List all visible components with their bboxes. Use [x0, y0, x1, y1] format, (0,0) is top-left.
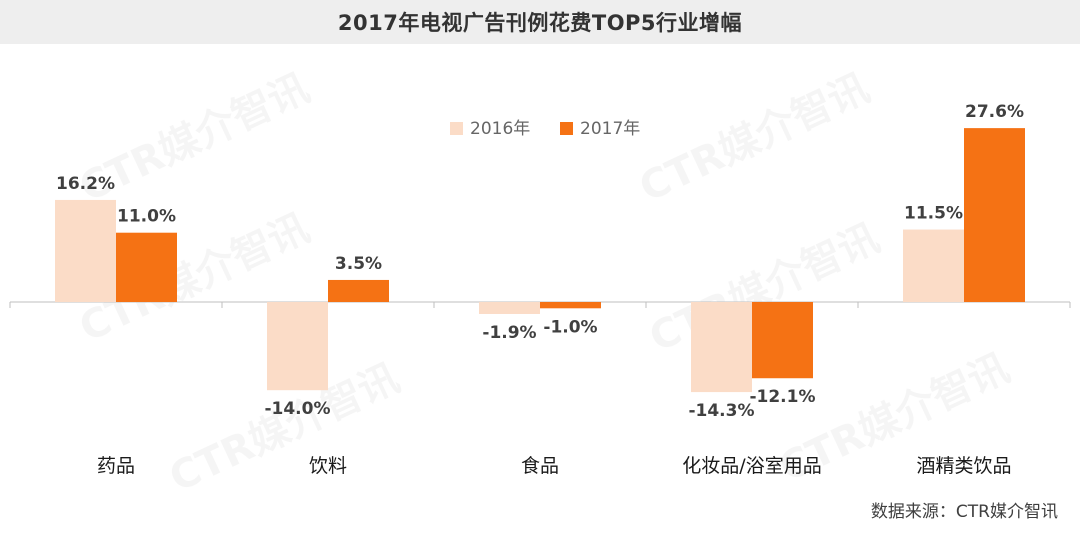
- bar-2017: [964, 128, 1025, 302]
- bar-2016: [55, 199, 116, 302]
- category-label: 化妆品/浴室用品: [682, 455, 821, 477]
- legend-label: 2017年: [580, 119, 640, 139]
- bar-2016: [691, 302, 752, 393]
- bar-2017: [540, 302, 601, 309]
- category-label: 食品: [521, 455, 559, 477]
- legend-swatch-2016: [450, 122, 463, 135]
- title-bar: 2017年电视广告刊例花费TOP5行业增幅: [0, 0, 1080, 44]
- chart-title: 2017年电视广告刊例花费TOP5行业增幅: [337, 11, 743, 35]
- data-label: -1.9%: [482, 323, 536, 343]
- data-label: 11.5%: [904, 204, 963, 224]
- bar-2016: [903, 229, 964, 302]
- bar-2016: [267, 302, 328, 391]
- data-label: -14.3%: [688, 401, 754, 421]
- bar-2017: [328, 279, 389, 302]
- data-label: -1.0%: [543, 317, 597, 337]
- category-label: 药品: [97, 455, 135, 477]
- legend-swatch-2017: [560, 122, 573, 135]
- data-label: 16.2%: [56, 174, 115, 194]
- bar-2017: [116, 232, 177, 302]
- watermark-text: CTR媒介智讯: [633, 65, 877, 211]
- data-label: 27.6%: [965, 102, 1024, 122]
- data-label: 3.5%: [335, 254, 382, 274]
- bar-2016: [479, 302, 540, 314]
- data-label: 11.0%: [117, 207, 176, 227]
- legend-label: 2016年: [470, 119, 530, 139]
- data-label: -14.0%: [264, 399, 330, 419]
- source-note: 数据来源：CTR媒介智讯: [870, 502, 1058, 522]
- data-label: -12.1%: [749, 387, 815, 407]
- category-label: 饮料: [309, 455, 347, 477]
- bar-2017: [752, 302, 813, 379]
- category-label: 酒精类饮品: [916, 455, 1011, 477]
